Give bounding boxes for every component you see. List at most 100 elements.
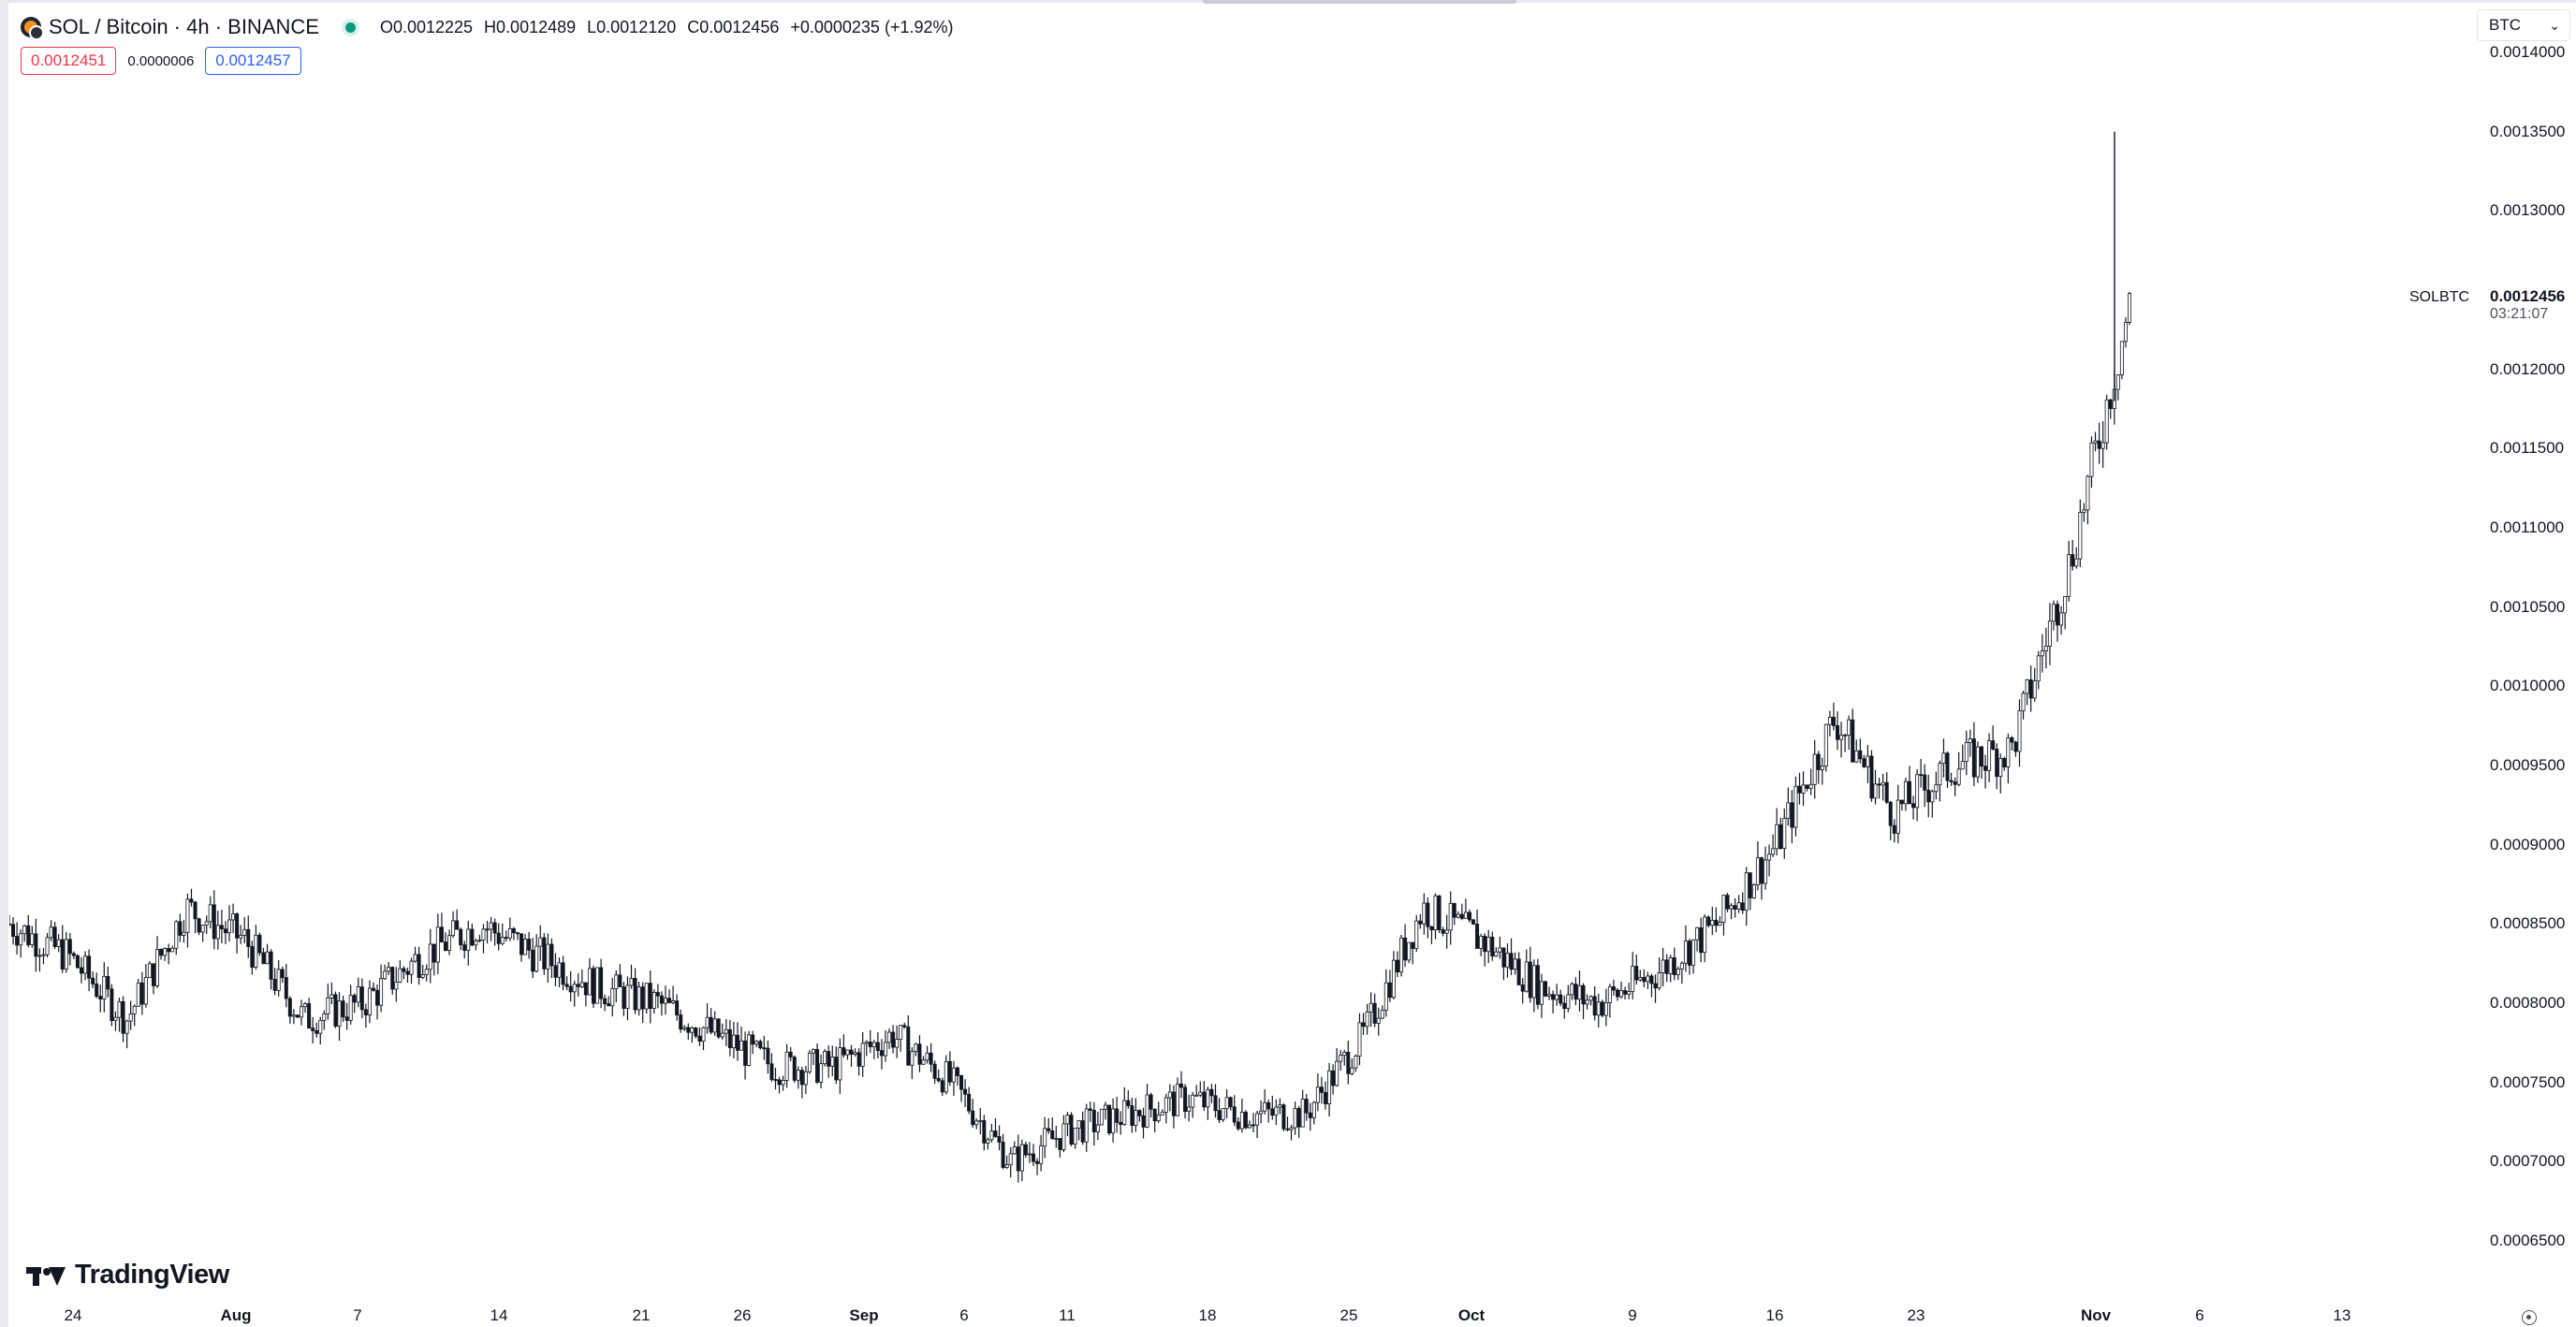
candle-body xyxy=(87,955,92,979)
candle-body xyxy=(1380,1009,1384,1019)
candle-body xyxy=(291,1014,296,1017)
candle-body xyxy=(128,1013,133,1022)
candle-body xyxy=(147,963,152,978)
candle-body xyxy=(739,1040,744,1051)
time-tick: 6 xyxy=(959,1306,969,1324)
left-toolbar-edge[interactable] xyxy=(0,0,8,1327)
candle-body xyxy=(599,967,604,999)
candle-body xyxy=(367,987,372,1015)
candle-body xyxy=(1145,1094,1149,1128)
candle-body xyxy=(489,922,493,930)
candle-body xyxy=(520,933,524,955)
market-open-status-icon[interactable] xyxy=(344,22,356,33)
candle-body xyxy=(75,955,80,969)
candle-body xyxy=(9,923,12,926)
candle-body xyxy=(1414,920,1419,949)
candle-body xyxy=(792,1057,797,1081)
candle-body xyxy=(159,949,164,956)
symbol-title[interactable]: SOL / Bitcoin · 4h · BINANCE xyxy=(49,15,319,38)
candle-body xyxy=(2002,757,2007,768)
change-value: +0.0000235 (+1.92%) xyxy=(790,17,954,36)
candle-body xyxy=(1194,1094,1199,1097)
time-tick: 23 xyxy=(1907,1306,1925,1324)
candle-body xyxy=(1585,999,1589,1005)
buy-button[interactable]: 0.0012457 xyxy=(205,47,301,75)
candle-body xyxy=(1293,1108,1297,1129)
candle-body xyxy=(1327,1070,1332,1104)
candle-body xyxy=(1691,939,1696,966)
candle-body xyxy=(1441,929,1445,934)
settings-icon[interactable] xyxy=(2522,1310,2537,1325)
candle-body xyxy=(610,988,615,1007)
candle-body xyxy=(420,974,425,978)
candle-body xyxy=(2067,554,2071,597)
candle-body xyxy=(625,984,630,1009)
candle-body xyxy=(1122,1100,1127,1125)
tradingview-logo[interactable]: TradingView xyxy=(26,1260,229,1291)
candle-body xyxy=(583,982,588,996)
candle-body xyxy=(299,1006,303,1018)
candle-body xyxy=(1433,895,1438,931)
candle-body xyxy=(963,1088,968,1095)
candle-body xyxy=(2123,322,2128,343)
candle-body xyxy=(1699,926,1704,954)
candle-body xyxy=(1827,717,1832,725)
candle-body xyxy=(784,1051,789,1081)
candle-body xyxy=(1403,937,1408,961)
candle-body xyxy=(1311,1101,1316,1118)
candle-body xyxy=(2021,693,2026,712)
candle-body xyxy=(15,936,20,946)
candle-body xyxy=(1191,1094,1195,1108)
candle-body xyxy=(1881,781,1885,786)
price-chart[interactable] xyxy=(9,56,2471,1301)
candle-body xyxy=(1551,994,1556,1000)
candle-body xyxy=(1411,941,1415,949)
time-axis[interactable]: 24 Aug 7 14 21 26 Sep 6 11 18 25 Oct 9 16 23 Nov 6 13 xyxy=(0,1305,2576,1327)
candle-body xyxy=(443,941,447,951)
candle-body xyxy=(694,1028,698,1037)
candle-body xyxy=(607,1003,611,1007)
candle-body xyxy=(322,1013,327,1021)
candle-body xyxy=(568,985,573,993)
candle-body xyxy=(1164,1097,1168,1113)
currency-select[interactable]: BTC ⌄ xyxy=(2477,9,2570,41)
candle-body xyxy=(932,1063,937,1079)
candle-body xyxy=(940,1080,944,1093)
candle-body xyxy=(1255,1113,1260,1126)
candle-body xyxy=(1733,905,1737,910)
candle-body xyxy=(143,977,148,1005)
candle-body xyxy=(1941,752,1946,765)
candle-body xyxy=(899,1025,903,1041)
candle-body xyxy=(686,1027,691,1033)
candle-body xyxy=(1991,740,1996,750)
candle-body xyxy=(383,970,388,980)
price-tick: 0.0010500 xyxy=(2490,597,2566,616)
candle-body xyxy=(1278,1104,1282,1108)
chevron-down-icon: ⌄ xyxy=(2549,18,2560,33)
price-axis[interactable]: 0.0014000 0.0013500 0.0013000 0.0012000 0.00… xyxy=(2481,37,2576,1291)
candle-body xyxy=(856,1052,861,1067)
candle-body xyxy=(546,943,550,970)
candle-body xyxy=(287,998,292,1017)
candle-body xyxy=(561,962,565,985)
candle-body xyxy=(280,969,285,979)
candle-body xyxy=(1270,1108,1275,1116)
candle-body xyxy=(1808,783,1813,789)
candle-body xyxy=(1718,922,1722,926)
candle-body xyxy=(466,928,471,951)
time-tick: 24 xyxy=(64,1306,82,1324)
top-drag-handle[interactable] xyxy=(1203,0,1516,4)
candle-body xyxy=(895,1039,900,1048)
candle-body xyxy=(1775,824,1779,850)
candle-body xyxy=(2089,442,2094,477)
candle-body xyxy=(1012,1146,1017,1155)
candle-body xyxy=(1023,1144,1028,1156)
candle-body xyxy=(231,913,236,921)
candle-body xyxy=(1767,853,1772,861)
candle-body xyxy=(2082,509,2086,514)
candle-body xyxy=(1035,1160,1040,1164)
candle-body xyxy=(155,949,160,986)
candle-body xyxy=(811,1049,815,1054)
sell-button[interactable]: 0.0012451 xyxy=(21,47,117,75)
candle-body xyxy=(1869,755,1874,799)
